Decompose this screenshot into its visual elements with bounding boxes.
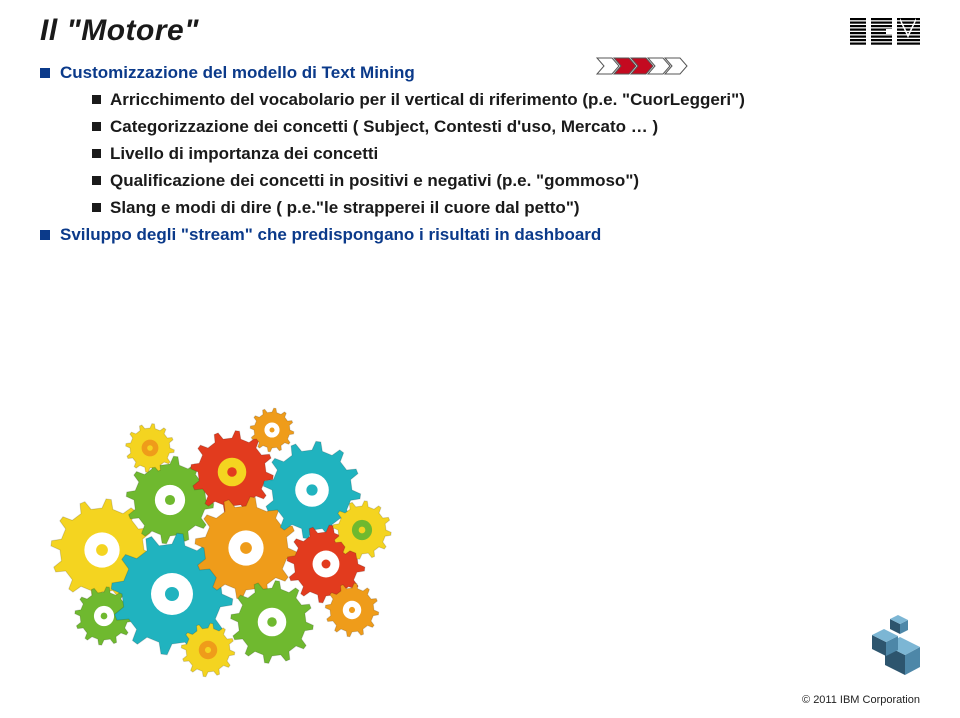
slide: Il "Motore" Customizzazione del modello … [0,0,960,718]
bullet-level0: Customizzazione del modello di Text Mini… [40,62,920,220]
ibm-logo [850,18,920,51]
bullet-sublist: Arricchimento del vocabolario per il ver… [60,89,920,220]
bullet-level1: Categorizzazione dei concetti ( Subject,… [92,116,920,139]
bullet-level1: Qualificazione dei concetti in positivi … [92,170,920,193]
bullet-text: Livello di importanza dei concetti [110,144,378,163]
brain-gears-image [32,400,412,680]
bullet-text: Customizzazione del modello di Text Mini… [60,63,415,82]
bullet-text: Qualificazione dei concetti in positivi … [110,171,639,190]
bullet-level0: Sviluppo degli "stream" che predispongan… [40,224,920,247]
copyright-text: © 2011 IBM Corporation [802,694,920,706]
bullet-level1: Livello di importanza dei concetti [92,143,920,166]
bullet-text: Arricchimento del vocabolario per il ver… [110,90,745,109]
cube-logo [850,609,920,684]
bullet-level1: Slang e modi di dire ( p.e."le strappere… [92,197,920,220]
bullet-text: Sviluppo degli "stream" che predispongan… [60,225,601,244]
bullet-text: Categorizzazione dei concetti ( Subject,… [110,117,658,136]
bullet-text: Slang e modi di dire ( p.e."le strappere… [110,198,580,217]
slide-title: Il "Motore" [40,14,920,48]
bullet-level1: Arricchimento del vocabolario per il ver… [92,89,920,112]
bullet-list: Customizzazione del modello di Text Mini… [40,62,920,247]
